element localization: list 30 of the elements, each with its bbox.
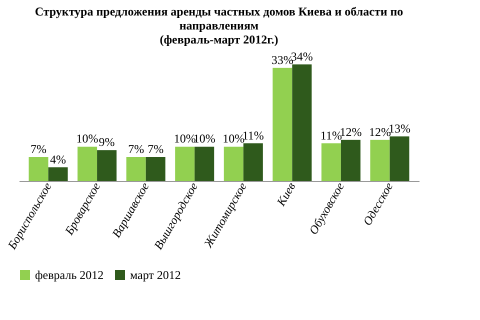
data-label: 4% xyxy=(50,152,66,166)
bar xyxy=(126,157,146,181)
bar xyxy=(321,143,341,181)
data-label: 9% xyxy=(98,135,115,150)
bar xyxy=(370,140,390,181)
bar xyxy=(175,146,195,181)
bar xyxy=(48,167,68,181)
chart-title: Структура предложения аренды частных домов Киева и области по направлениям (февраль-март 2012г.) xyxy=(34,4,404,46)
bar xyxy=(28,157,48,181)
bar xyxy=(194,146,214,181)
data-label: 10% xyxy=(193,132,216,146)
data-label: 10% xyxy=(174,132,196,146)
bar xyxy=(340,140,360,181)
bar xyxy=(272,68,292,181)
legend-label: февраль 2012 xyxy=(35,268,104,282)
bar xyxy=(78,146,98,181)
data-label: 7% xyxy=(128,142,144,156)
data-label: 10% xyxy=(222,132,245,146)
bar xyxy=(292,64,312,181)
legend-label: март 2012 xyxy=(130,268,181,282)
data-label: 7% xyxy=(30,142,47,156)
data-label: 11% xyxy=(320,128,342,142)
data-label: 7% xyxy=(148,142,164,156)
bar xyxy=(243,143,263,181)
data-label: 10% xyxy=(76,132,98,146)
bar xyxy=(224,146,244,181)
data-label: 12% xyxy=(368,124,391,139)
bar xyxy=(146,157,166,181)
bar xyxy=(390,136,410,181)
bar xyxy=(97,150,117,181)
